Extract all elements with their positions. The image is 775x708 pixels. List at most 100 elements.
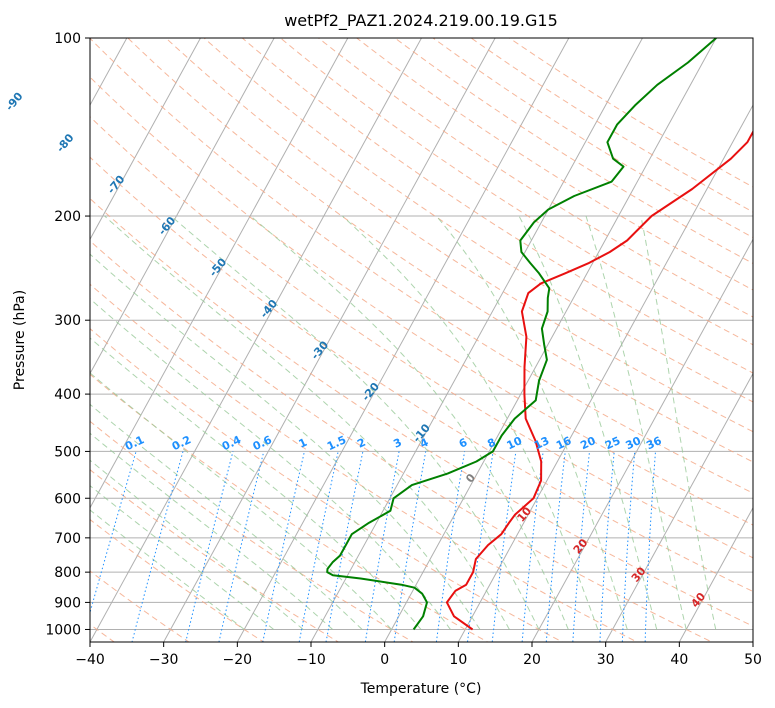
mixing-ratio-label: 20 [578,434,598,452]
axis-ticks: −40 −30 −20 −10 0 10 20 30 40 5010009008007006005… [45,31,762,668]
mixing-ratio-label: 0.1 [123,433,146,453]
x-tick-label: 0 [380,652,389,668]
mixing-ratio-line [621,451,636,642]
dry-adiabat [90,283,639,642]
isotherm-gridline [531,238,753,642]
mixing-ratio-label: 25 [603,434,622,452]
mixing-ratio-label: 1.5 [325,433,348,453]
x-tick-label: 30 [597,652,615,668]
isotherm-gridline [90,38,202,241]
mixing-ratio-line [644,451,656,642]
y-axis-label: Pressure (hPa) [12,290,28,390]
y-tick-label: 900 [54,595,81,611]
moist-adiabat [90,403,363,630]
moist-adiabat [104,215,510,630]
moist-adiabat [250,215,569,630]
dry-adiabat [90,156,753,593]
isotherm-gridline [90,38,275,375]
moist-adiabat [90,253,481,630]
mixing-ratio-label: 36 [644,434,664,452]
moist-adiabat-label: 0 [463,471,478,485]
dry-adiabat [90,469,340,642]
dry-adiabat [90,518,265,642]
moist-adiabat [90,509,245,630]
moist-adiabat [90,432,333,630]
x-axis-label: Temperature (°C) [360,681,482,697]
isotherm-gridline [310,38,644,642]
mixing-ratio-line [262,451,305,642]
isotherm-gridline [605,372,753,642]
y-tick-label: 300 [54,313,81,329]
mixing-ratio-line [545,451,566,642]
mixing-ratio-label: 0.6 [251,433,274,453]
mixing-ratio-line [90,451,137,615]
dry-adiabat [394,38,753,264]
y-tick-label: 100 [54,31,81,47]
x-tick-label: −30 [149,652,179,668]
mixing-ratio-line [185,451,234,642]
dry-adiabat [90,328,564,642]
x-tick-label: 50 [744,652,762,668]
y-tick-label: 700 [54,531,81,547]
moist-adiabat [341,215,599,630]
dry-adiabat [90,570,190,642]
mixing-ratio-label: 30 [624,434,644,452]
mixing-ratio-label: 10 [505,434,525,452]
moist-adiabat-label: 40 [688,590,708,610]
mixing-ratio-line [572,451,590,642]
x-tick-label: 10 [449,652,467,668]
dry-adiabat [432,38,753,239]
isotherm-gridline [90,38,423,642]
isotherm-gridline [384,38,717,642]
dry-adiabat [90,373,489,642]
mixing-ratio-label: 1 [297,436,309,451]
moist-adiabat-label: 20 [571,536,591,556]
isotherm-gridline [90,38,349,509]
dry-adiabat [241,38,753,374]
moist-adiabat-label: 30 [629,564,649,584]
moist-adiabat [90,459,304,630]
dry-adiabat [90,38,753,494]
mixing-ratio-label: 3 [391,436,403,451]
mixing-ratio-line [131,451,184,642]
dry-adiabat [90,116,753,559]
background-line-labels: 0.10.20.40.611.52346810131620253036-100-… [3,90,709,611]
dry-adiabat [508,38,753,188]
dry-adiabat-label: -80 [54,131,77,155]
y-tick-label: 1000 [45,622,81,638]
moist-adiabat [170,215,540,630]
y-tick-label: 200 [54,209,81,225]
mixing-ratio-line [599,451,615,642]
x-tick-label: 40 [670,652,688,668]
dry-adiabat [470,38,753,213]
mixing-ratio-label: 16 [554,434,574,452]
y-tick-label: 400 [54,387,81,403]
y-tick-label: 800 [54,565,81,581]
dry-adiabat [127,38,753,463]
moist-adiabat [640,215,717,630]
moist-adiabat [436,215,628,630]
dry-adiabat [90,197,753,627]
dewpoint-profile-line [326,38,717,631]
moist-adiabat [518,215,658,630]
y-tick-label: 600 [54,491,81,507]
isotherm-gridline [236,38,570,642]
mixing-ratio-line [218,451,265,642]
mixing-ratio-line [491,451,517,642]
x-tick-label: 20 [523,652,541,668]
isotherm-gridline [163,38,496,642]
moist-adiabat [90,372,392,630]
moist-adiabat-label: 10 [514,504,534,524]
mixing-ratio-label: 8 [485,436,497,451]
dry-adiabat [90,76,753,526]
dry-adiabat [90,240,713,642]
x-tick-label: −40 [75,652,105,668]
temperature-profile-line [445,129,753,631]
isotherm-gridline [457,104,753,642]
isotherm-gridline [752,640,753,642]
x-tick-label: −10 [296,652,326,668]
x-tick-label: −20 [223,652,253,668]
mixing-ratio-label: 0.4 [220,433,243,453]
y-tick-label: 500 [54,444,81,460]
